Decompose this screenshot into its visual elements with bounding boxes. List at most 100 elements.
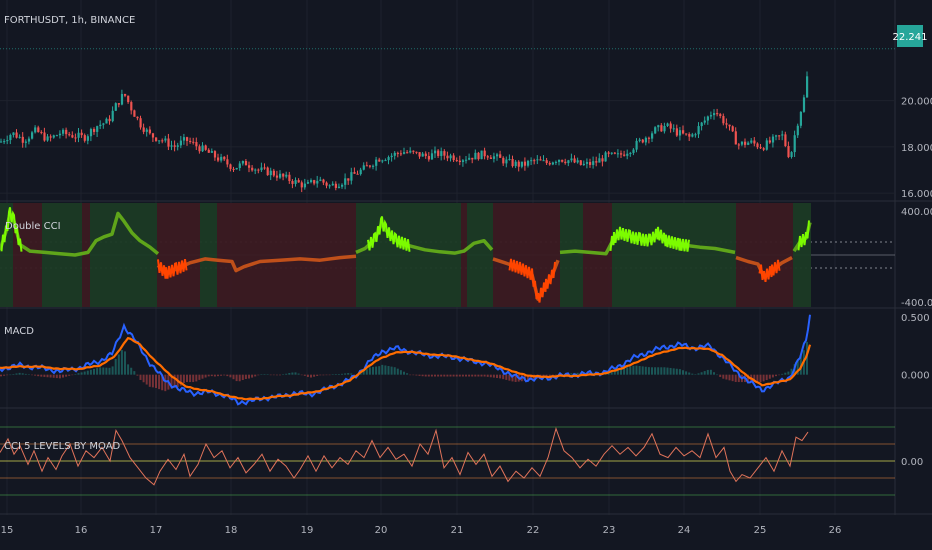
candle-body [474, 152, 477, 160]
macd-histogram-bar [306, 374, 309, 377]
candle-body [263, 167, 266, 169]
candle-body [226, 159, 229, 165]
candle-body [155, 137, 158, 141]
candle-body [27, 138, 31, 142]
candle-body [771, 136, 775, 143]
macd-histogram-bar [415, 374, 418, 376]
candle-body [55, 135, 58, 137]
macd-histogram-bar [192, 374, 195, 383]
cci-zone-bull [467, 203, 493, 307]
candle-body [434, 150, 437, 154]
cci-tick-label: 400.000 [901, 207, 932, 218]
candle-body [675, 128, 678, 136]
candle-body [778, 135, 781, 137]
candle-body [585, 162, 589, 164]
macd-histogram-bar [629, 366, 632, 375]
macd-histogram-bar [675, 368, 678, 375]
candle-body [43, 132, 46, 141]
candle-body [775, 135, 778, 137]
cci-zone-bull [793, 203, 811, 307]
candle-body [694, 134, 697, 136]
macd-histogram-bar [31, 374, 33, 376]
macd-histogram-bar [232, 374, 235, 380]
candle-body [468, 157, 471, 160]
candle-body [734, 131, 737, 145]
macd-histogram-bar [313, 374, 316, 377]
macd-histogram-bar [635, 365, 638, 375]
candle-body [406, 152, 409, 154]
macd-histogram-bar [480, 374, 483, 377]
macd-histogram-bar [688, 372, 691, 375]
cci-zone-bear [736, 203, 793, 307]
candle-body [505, 159, 508, 164]
cci-zone-bear [493, 203, 560, 307]
macd-histogram-bar [393, 367, 396, 375]
macd-histogram-bar [300, 374, 303, 376]
candle-body [688, 134, 691, 137]
candle-body [189, 140, 192, 142]
cci-series-jagged [0, 207, 23, 252]
macd-histogram-bar [403, 371, 405, 375]
candle-body [409, 150, 412, 153]
macd-histogram-bar [762, 374, 765, 382]
candle-body [381, 160, 384, 162]
candle-body [616, 153, 620, 155]
macd-histogram-bar [638, 365, 641, 375]
macd-histogram-bar [297, 373, 300, 375]
macd-histogram-bar [294, 372, 297, 375]
candle-body [207, 149, 210, 153]
macd-histogram-bar [778, 374, 781, 376]
candle-body [672, 128, 675, 130]
candle-body [570, 158, 573, 161]
candle-body [638, 139, 641, 141]
candle-body [337, 186, 341, 188]
cci-zone-layer [0, 203, 811, 307]
candle-body [179, 140, 182, 146]
candle-body [424, 153, 427, 157]
candle-body [3, 141, 6, 143]
macd-histogram-bar [161, 374, 164, 391]
candle-body [362, 165, 365, 170]
x-tick-label: 22 [527, 525, 540, 536]
macd-histogram-bar [164, 374, 167, 392]
macd-histogram-bar [455, 374, 458, 377]
macd-histogram-bar [496, 374, 498, 378]
candle-body [192, 141, 195, 143]
x-tick-label: 24 [678, 525, 691, 536]
macd-histogram-bar [458, 374, 461, 377]
candle-body [186, 137, 189, 141]
candle-body [334, 183, 337, 188]
candle-body [722, 116, 725, 124]
macd-histogram-bar [468, 374, 471, 377]
macd-histogram-bar [418, 374, 421, 376]
candle-body [99, 124, 102, 127]
candle-body [480, 150, 483, 160]
macd-histogram-bar [263, 374, 266, 375]
candle-body [471, 157, 474, 160]
macd-histogram-bar [145, 374, 148, 385]
candle-body [229, 164, 232, 169]
macd-histogram-bar [409, 374, 412, 376]
candle-body [799, 111, 802, 126]
macd-histogram-bar [452, 374, 455, 377]
macd-histogram-bar [737, 374, 740, 383]
macd-histogram-bar [108, 367, 111, 375]
macd-histogram-bar [796, 359, 799, 375]
candle-body [220, 156, 223, 161]
candle-body [548, 163, 551, 165]
cci-series-jagged [797, 220, 810, 251]
macd-histogram-bar [269, 374, 272, 376]
candle-body [201, 145, 204, 152]
macd-histogram-bar [759, 374, 762, 383]
candle-body [663, 126, 666, 132]
macd-histogram-bar [21, 373, 24, 375]
candle-body [802, 97, 806, 112]
candle-body [657, 125, 660, 128]
x-tick-label: 26 [829, 525, 842, 536]
candle-body [728, 124, 731, 127]
macd-histogram-bar [151, 374, 154, 388]
candle-body [700, 122, 703, 127]
candle-body [372, 165, 375, 167]
candle-body [40, 131, 43, 133]
